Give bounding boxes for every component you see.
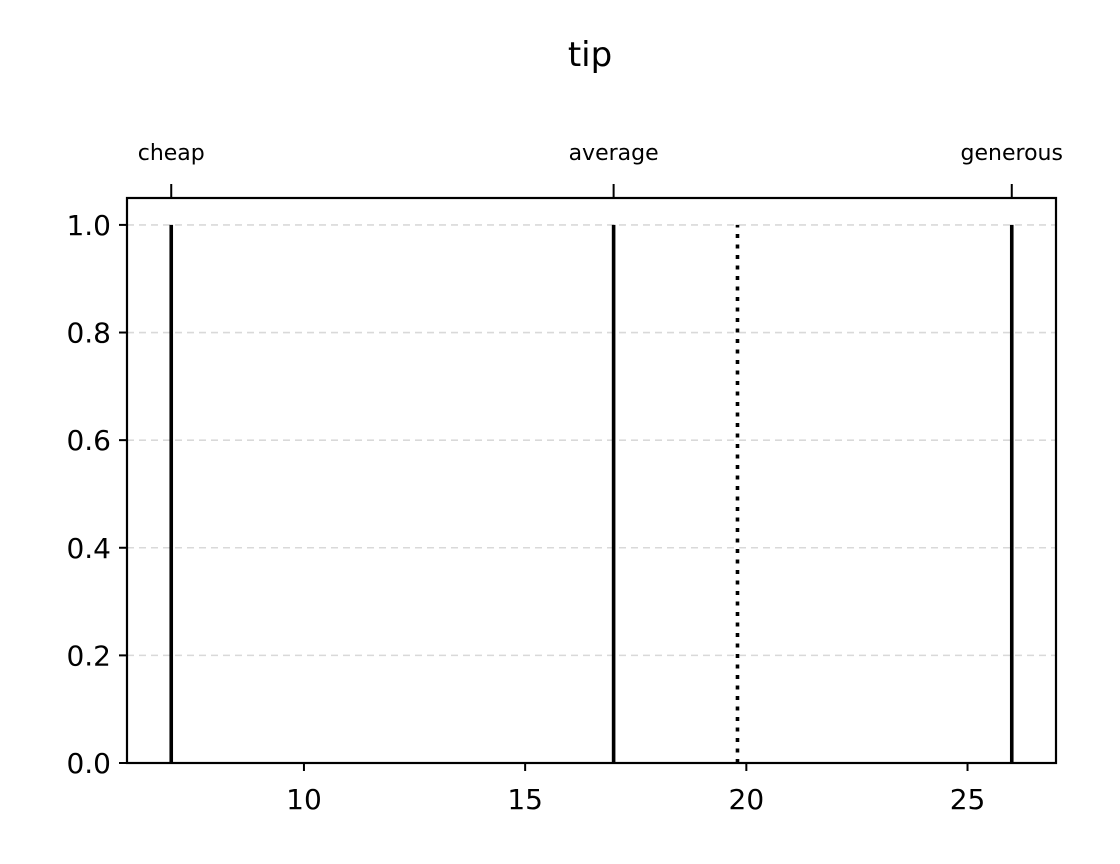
chart-title: tip	[568, 35, 612, 75]
axes-layer: 10 15 20 25 0.0 0.2 0.4 0.6 0.8 1.0 cheap average ge…	[66, 141, 1062, 816]
top-tick-label-generous: generous	[961, 141, 1063, 166]
top-tick-label-cheap: cheap	[138, 141, 205, 166]
y-tick-label: 0.6	[66, 424, 111, 457]
y-tick-label: 0.8	[66, 317, 111, 350]
x-tick-label: 15	[507, 783, 543, 816]
y-tick-label: 0.0	[66, 747, 111, 780]
y-tick-label: 0.2	[66, 639, 111, 672]
x-tick-label: 25	[950, 783, 986, 816]
x-tick-label: 20	[729, 783, 765, 816]
y-tick-label: 0.4	[66, 532, 111, 565]
marks-layer	[169, 224, 1014, 763]
x-tick-label: 10	[286, 783, 322, 816]
grid-layer	[127, 224, 1056, 657]
plot-frame	[125, 196, 1058, 765]
y-tick-label: 1.0	[66, 209, 111, 242]
top-tick-label-average: average	[569, 141, 659, 166]
